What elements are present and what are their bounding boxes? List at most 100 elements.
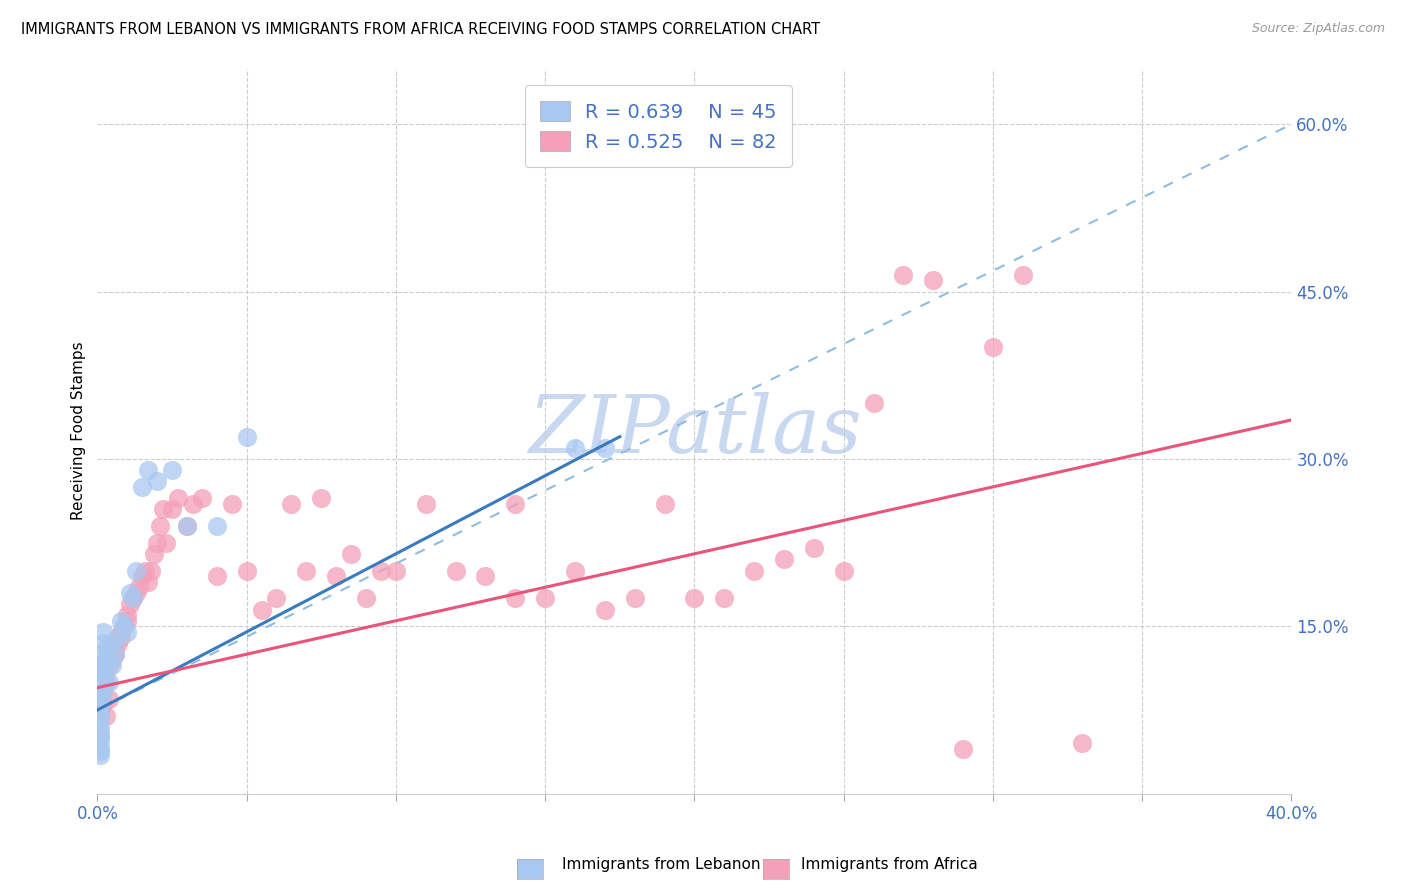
Point (112, 619, 135, 633)
Point (89, 658, 111, 673)
Point (91, 669, 114, 683)
Point (89, 686, 111, 700)
Point (89, 666, 111, 681)
Point (89, 733, 111, 747)
Point (89, 744, 111, 758)
Point (98, 653, 121, 667)
Point (922, 273, 945, 287)
Point (125, 586, 148, 600)
Point (160, 463, 183, 477)
Point (89, 675, 111, 690)
Point (832, 564, 855, 578)
Point (981, 340, 1004, 354)
Point (110, 614, 132, 628)
Point (862, 396, 884, 410)
Point (115, 614, 138, 628)
Point (91, 624, 114, 639)
Point (91, 686, 114, 700)
Point (280, 497, 302, 511)
Point (683, 591, 706, 606)
Point (205, 519, 228, 533)
Point (773, 552, 796, 566)
Point (893, 268, 915, 282)
Point (110, 631, 132, 645)
Point (96, 708, 118, 723)
Point (98, 675, 121, 690)
Point (534, 591, 557, 606)
Point (155, 535, 177, 549)
Point (122, 591, 145, 606)
Point (309, 491, 332, 505)
Point (91, 698, 114, 712)
Point (444, 564, 467, 578)
Point (89, 747, 111, 762)
Point (139, 564, 162, 578)
Point (96, 658, 118, 673)
Point (136, 574, 159, 589)
Text: IMMIGRANTS FROM LEBANON VS IMMIGRANTS FROM AFRICA RECEIVING FOOD STAMPS CORRELAT: IMMIGRANTS FROM LEBANON VS IMMIGRANTS FR… (21, 22, 820, 37)
Point (115, 608, 138, 623)
Point (143, 547, 166, 561)
Point (96, 658, 118, 673)
Point (98, 653, 121, 667)
Text: ZIPatlas: ZIPatlas (527, 392, 860, 470)
Point (96, 664, 118, 678)
Point (89, 675, 111, 690)
Point (96, 641, 118, 656)
Point (340, 547, 363, 561)
Point (101, 636, 124, 650)
Point (167, 491, 190, 505)
Point (101, 658, 124, 673)
Point (474, 569, 496, 583)
Point (295, 564, 318, 578)
Point (176, 519, 198, 533)
Point (107, 636, 129, 650)
Point (110, 624, 132, 639)
Point (136, 463, 159, 477)
Point (112, 619, 135, 633)
Point (593, 602, 616, 616)
Point (803, 541, 825, 556)
Point (181, 497, 204, 511)
Point (104, 647, 127, 661)
Point (1071, 736, 1094, 750)
Point (89, 739, 111, 754)
Point (89, 681, 111, 695)
Point (235, 564, 257, 578)
Point (176, 519, 198, 533)
Point (125, 564, 148, 578)
Text: Immigrants from Africa: Immigrants from Africa (801, 857, 979, 872)
Point (149, 519, 172, 533)
Point (122, 591, 145, 606)
Point (89, 698, 111, 712)
Point (503, 497, 526, 511)
Point (104, 647, 127, 661)
Point (1011, 268, 1033, 282)
Point (564, 441, 586, 455)
Point (221, 497, 243, 511)
Text: Immigrants from Lebanon: Immigrants from Lebanon (562, 857, 761, 872)
Point (713, 591, 735, 606)
Point (91, 647, 114, 661)
Point (89, 658, 111, 673)
Point (131, 480, 153, 494)
Point (96, 675, 118, 690)
Point (266, 591, 288, 606)
Point (564, 564, 586, 578)
Point (131, 569, 153, 583)
Point (91, 675, 114, 690)
Point (91, 658, 114, 673)
Point (120, 586, 142, 600)
Point (152, 502, 174, 516)
Point (205, 569, 228, 583)
Point (134, 564, 156, 578)
Point (654, 497, 676, 511)
Point (235, 430, 257, 444)
Legend: R = 0.639    N = 45, R = 0.525    N = 82: R = 0.639 N = 45, R = 0.525 N = 82 (524, 86, 793, 168)
Point (89, 729, 111, 743)
Point (98, 691, 121, 706)
Y-axis label: Receiving Food Stamps: Receiving Food Stamps (72, 342, 86, 520)
Point (107, 631, 129, 645)
Point (354, 591, 377, 606)
Point (91, 636, 114, 650)
